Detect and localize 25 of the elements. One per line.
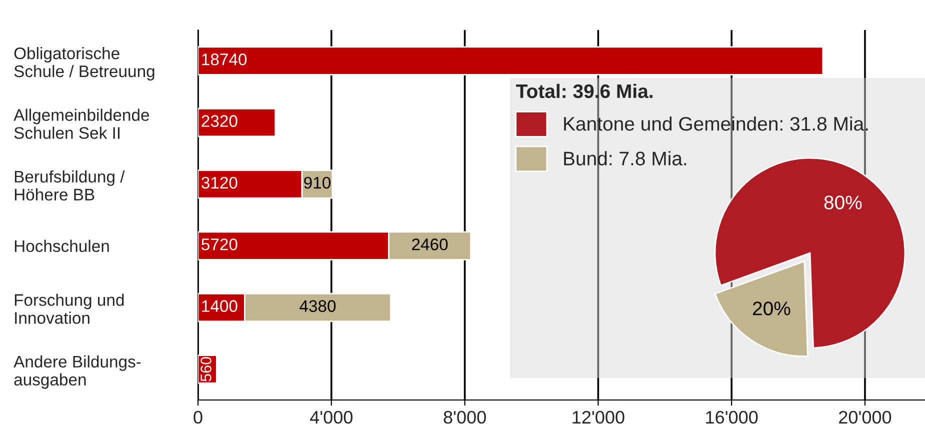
bar: [198, 108, 276, 138]
data-label: 80%: [824, 196, 862, 210]
y-tick-label: Allgemeinbildende Schulen Sek II: [14, 108, 150, 139]
x-tick-label: 12'000: [572, 410, 624, 424]
x-tick-label: 20'000: [839, 410, 892, 424]
y-tick-label: Hochschulen: [14, 240, 109, 252]
data-label: 560: [200, 357, 212, 382]
data-label: 2320: [202, 115, 238, 127]
y-tick-label: Forschung und Innovation: [14, 294, 124, 324]
data-label: 1400: [202, 300, 238, 312]
x-tick-label: 4'000: [310, 410, 352, 424]
x-tick-label: 0: [194, 410, 202, 424]
data-label: 18740: [202, 54, 247, 66]
x-tick-label: 8'000: [444, 410, 486, 424]
data-label: 5720: [202, 238, 238, 250]
y-tick-label: Andere Bildungs- ausgaben: [14, 355, 141, 389]
y-tick-label: Obligatorische Schule / Betreuung: [14, 47, 154, 81]
x-tick-label: 16'000: [706, 410, 758, 424]
data-label: 2460: [412, 238, 448, 250]
data-label: 910: [304, 176, 330, 189]
data-label: 20%: [752, 302, 790, 316]
y-tick-label: Berufsbildung / Höhere BB: [14, 170, 125, 201]
data-label: 4380: [300, 300, 336, 312]
bar: [198, 46, 824, 76]
data-label: 3120: [202, 176, 238, 189]
